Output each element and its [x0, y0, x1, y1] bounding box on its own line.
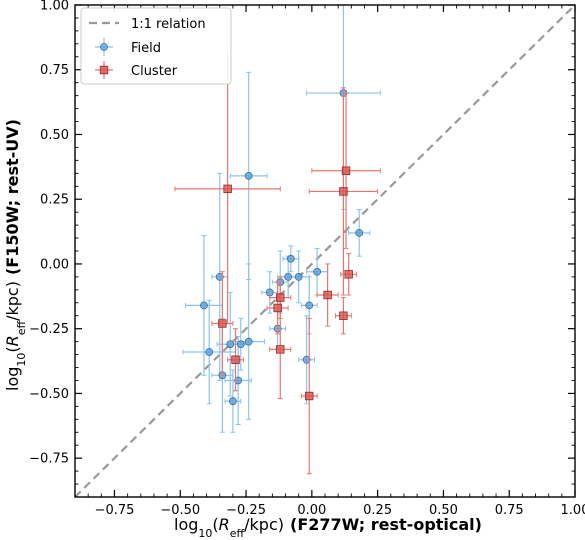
x-tick-label: 0.75 — [495, 503, 524, 518]
y-tick-label: 1.00 — [40, 0, 69, 14]
legend-marker — [100, 43, 108, 51]
x-tick-label: −0.50 — [160, 503, 200, 518]
data-point-field — [205, 348, 214, 356]
data-point-cluster — [273, 303, 282, 313]
data-point-cluster — [339, 311, 348, 320]
y-tick-label: 0.25 — [40, 193, 69, 208]
data-point-cluster — [223, 184, 232, 194]
data-point-cluster — [344, 270, 353, 279]
y-tick-label: −0.75 — [29, 452, 69, 467]
data-point-field — [284, 272, 293, 281]
data-point-cluster — [276, 293, 285, 302]
series-cluster — [174, 53, 381, 475]
y-tick-label: 0.00 — [40, 257, 69, 272]
data-point-field — [313, 267, 322, 276]
data-point-field — [286, 254, 295, 263]
data-point-field — [234, 376, 243, 385]
y-tick-label: 0.75 — [40, 63, 69, 78]
legend: 1:1 relation Field Cluster — [80, 7, 232, 85]
data-point-field — [294, 272, 303, 281]
data-point-field — [236, 340, 245, 349]
data-point-cluster — [305, 391, 314, 401]
x-tick-label: 0.00 — [297, 503, 326, 518]
legend-swatch-cluster — [95, 61, 113, 79]
legend-label-cluster: Cluster — [131, 64, 178, 79]
y-tick-label: −0.25 — [29, 322, 69, 337]
data-point-cluster — [341, 166, 351, 175]
data-point-cluster — [218, 319, 227, 328]
x-tick-label: 0.50 — [429, 503, 458, 518]
x-tick-label: 1.00 — [561, 503, 585, 518]
data-point-field — [215, 272, 224, 281]
data-point-field — [226, 340, 235, 349]
y-tick-label: 0.50 — [40, 128, 69, 143]
axes: −0.75 −0.50 −0.25 0.00 0.25 0.50 0.75 1.00 −0.75… — [29, 0, 585, 518]
y-axis-label: log10(Reff/kpc)(F150W; rest-UV) — [3, 119, 28, 391]
data-point-cluster — [231, 355, 240, 364]
plot-content — [75, 5, 575, 497]
legend-ref-line-label: 1:1 relation — [131, 17, 206, 32]
plot-area — [75, 5, 575, 497]
x-tick-label: −0.75 — [95, 503, 135, 518]
data-point-field — [244, 172, 253, 180]
legend-marker — [99, 65, 109, 75]
data-point-field — [200, 301, 208, 310]
data-point-cluster — [276, 345, 285, 354]
legend-swatch-field — [95, 38, 113, 56]
data-point-field — [244, 337, 253, 346]
x-tick-label: −0.25 — [226, 503, 266, 518]
data-point-field — [305, 301, 314, 310]
data-point-field — [265, 288, 274, 297]
data-point-field — [228, 397, 237, 406]
x-tick-label: 0.25 — [363, 503, 392, 518]
y-tick-label: −0.50 — [29, 387, 69, 402]
x-axis-label: log10(Reff/kpc) (F277W; rest-optical) — [174, 515, 482, 540]
data-point-field — [302, 355, 311, 364]
data-point-cluster — [323, 290, 332, 300]
data-point-field — [355, 228, 364, 237]
data-point-cluster — [339, 187, 348, 196]
legend-label-field: Field — [131, 41, 161, 56]
legend-box — [80, 7, 232, 85]
